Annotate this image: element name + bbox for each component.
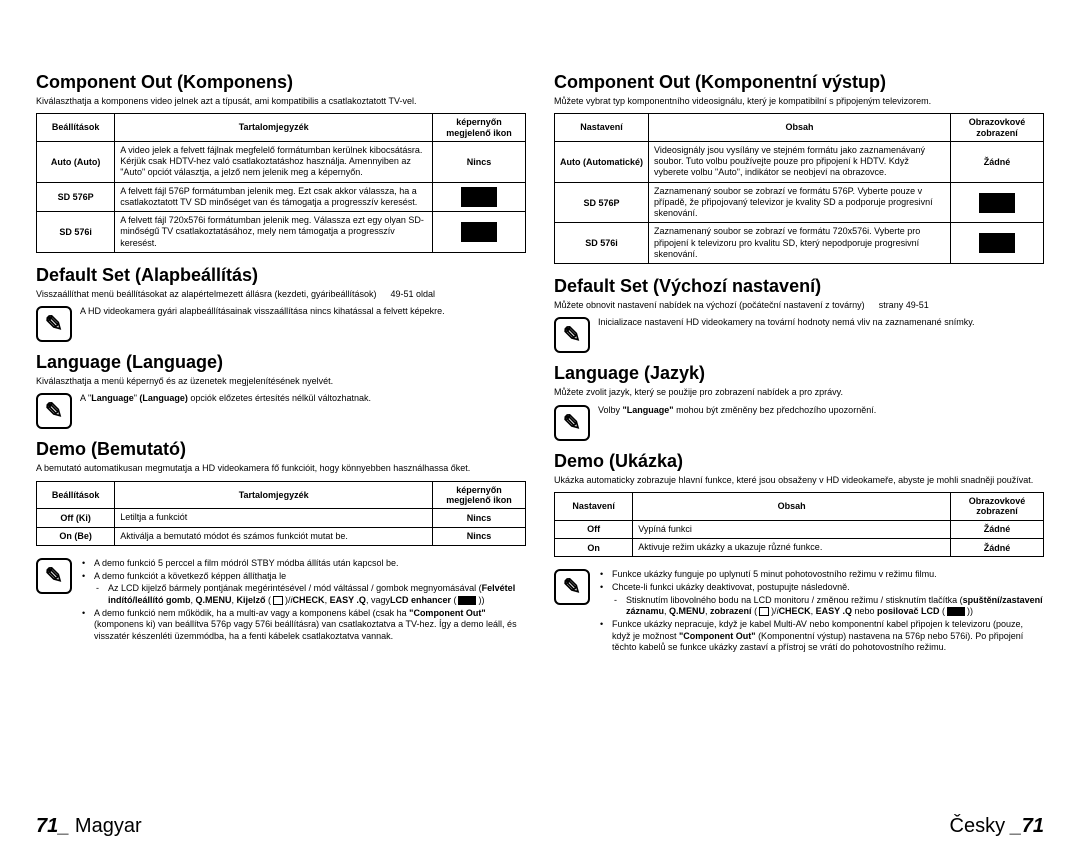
table-row: SD 576i Zaznamenaný soubor se zobrazí ve… (555, 223, 1044, 264)
table-row: Auto (Automatické) Videosignály jsou vys… (555, 141, 1044, 182)
th-icon: képernyőn megjelenő ikon (433, 114, 526, 142)
note-body: Volby "Language" mohou být změněny bez p… (598, 405, 1044, 417)
left-sec1-title: Component Out (Komponens) (36, 72, 526, 93)
table-row: Off (Ki) Letiltja a funkciót Nincs (37, 509, 526, 527)
table-row: SD 576P Zaznamenaný soubor se zobrazí ve… (555, 182, 1044, 223)
left-sec2-sub: Visszaállíthat menü beállításokat az ala… (36, 289, 526, 300)
left-sec1-table: Beállítások Tartalomjegyzék képernyőn me… (36, 113, 526, 253)
table-row: Off Vypíná funkci Žádné (555, 520, 1044, 538)
note-row: ✎ A demo funkció 5 perccel a film módról… (36, 558, 526, 644)
note-icon: ✎ (554, 569, 590, 605)
th-settings: Beállítások (37, 481, 115, 509)
th-icon: képernyőn megjelenő ikon (433, 481, 526, 509)
th-settings: Nastavení (555, 492, 633, 520)
th-contents: Obsah (633, 492, 951, 520)
right-sec2-title: Default Set (Výchozí nastavení) (554, 276, 1044, 297)
th-icon: Obrazovkové zobrazení (951, 114, 1044, 142)
note-body: A demo funkció 5 perccel a film módról S… (80, 558, 526, 644)
left-sec3-sub: Kiválaszthatja a menü képernyő és az üze… (36, 376, 526, 387)
note-body: Funkce ukázky funguje po uplynutí 5 minu… (598, 569, 1044, 655)
th-contents: Tartalomjegyzék (115, 481, 433, 509)
black-rect-icon (979, 193, 1015, 213)
th-contents: Tartalomjegyzék (115, 114, 433, 142)
note-row: ✎ Inicializace nastavení HD videokamery … (554, 317, 1044, 353)
right-sec2-sub: Můžete obnovit nastavení nabídek na vých… (554, 300, 1044, 311)
right-sec4-title: Demo (Ukázka) (554, 451, 1044, 472)
footer-left: 71_ Magyar (36, 815, 142, 838)
right-sec3-title: Language (Jazyk) (554, 363, 1044, 384)
table-row: Auto (Auto) A video jelek a felvett fájl… (37, 141, 526, 182)
note-row: ✎ A HD videokamera gyári alapbeállításai… (36, 306, 526, 342)
th-contents: Obsah (649, 114, 951, 142)
left-sec1-sub: Kiválaszthatja a komponens video jelnek … (36, 96, 526, 107)
left-sec3-title: Language (Language) (36, 352, 526, 373)
right-sec3-sub: Můžete zvolit jazyk, který se použije pr… (554, 387, 1044, 398)
table-row: SD 576P A felvett fájl 576P formátumban … (37, 182, 526, 212)
footer-right: Česky _71 (950, 815, 1045, 838)
left-sec2-title: Default Set (Alapbeállítás) (36, 265, 526, 286)
black-rect-icon (461, 222, 497, 242)
note-row: ✎ Funkce ukázky funguje po uplynutí 5 mi… (554, 569, 1044, 655)
column-left: Component Out (Komponens) Kiválaszthatja… (36, 72, 526, 665)
left-sec4-sub: A bemutató automatikusan megmutatja a HD… (36, 463, 526, 474)
table-row: On Aktivuje režim ukázky a ukazuje různé… (555, 538, 1044, 556)
table-row: On (Be) Aktiválja a bemutató módot és sz… (37, 527, 526, 545)
table-row: SD 576i A felvett fájl 720x576i formátum… (37, 212, 526, 253)
note-icon: ✎ (36, 393, 72, 429)
note-row: ✎ Volby "Language" mohou být změněny bez… (554, 405, 1044, 441)
note-icon: ✎ (554, 405, 590, 441)
note-icon: ✎ (36, 306, 72, 342)
right-sec1-title: Component Out (Komponentní výstup) (554, 72, 1044, 93)
page-columns: Component Out (Komponens) Kiválaszthatja… (0, 0, 1080, 665)
black-rect-icon (461, 187, 497, 207)
black-rect-icon (979, 233, 1015, 253)
page-footer: 71_ Magyar Česky _71 (36, 815, 1044, 838)
right-sec4-table: Nastavení Obsah Obrazovkové zobrazení Of… (554, 492, 1044, 557)
note-row: ✎ A "Language" (Language) opciók előzete… (36, 393, 526, 429)
th-settings: Beállítások (37, 114, 115, 142)
right-sec4-sub: Ukázka automaticky zobrazuje hlavní funk… (554, 475, 1044, 486)
th-icon: Obrazovkové zobrazení (951, 492, 1044, 520)
note-icon: ✎ (554, 317, 590, 353)
right-sec1-sub: Můžete vybrat typ komponentního videosig… (554, 96, 1044, 107)
column-right: Component Out (Komponentní výstup) Můžet… (554, 72, 1044, 665)
th-settings: Nastavení (555, 114, 649, 142)
note-icon: ✎ (36, 558, 72, 594)
left-sec4-table: Beállítások Tartalomjegyzék képernyőn me… (36, 481, 526, 546)
left-sec4-title: Demo (Bemutató) (36, 439, 526, 460)
right-sec1-table: Nastavení Obsah Obrazovkové zobrazení Au… (554, 113, 1044, 264)
note-body: A "Language" (Language) opciók előzetes … (80, 393, 526, 405)
